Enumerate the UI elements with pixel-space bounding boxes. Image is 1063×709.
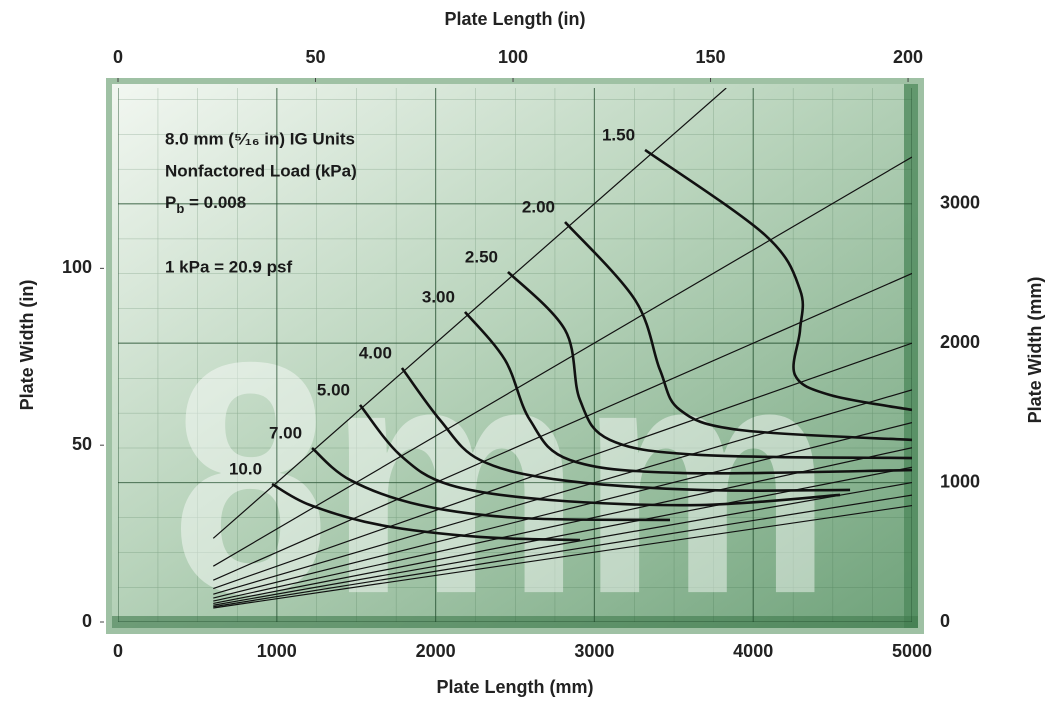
annotation: Nonfactored Load (kPa) bbox=[165, 161, 357, 180]
load-curve bbox=[271, 482, 580, 542]
x-tick-label: 0 bbox=[113, 641, 123, 661]
pb-symbol: P bbox=[165, 193, 176, 212]
x-axis-title: Plate Length (mm) bbox=[436, 677, 593, 697]
pb-subscript: b bbox=[176, 201, 184, 216]
x2-tick-label: 150 bbox=[696, 47, 726, 67]
series-label: 1.50 bbox=[602, 125, 635, 144]
x2-tick-label: 50 bbox=[305, 47, 325, 67]
load-curve bbox=[463, 311, 912, 475]
x2-tick-label: 100 bbox=[498, 47, 528, 67]
x2-tick-label: 0 bbox=[113, 47, 123, 67]
load-curve bbox=[311, 447, 671, 522]
aspect-line bbox=[213, 481, 912, 606]
x-tick-label: 1000 bbox=[257, 641, 297, 661]
load-curve bbox=[358, 404, 841, 507]
annotation: 1 kPa = 20.9 psf bbox=[165, 257, 292, 276]
series-label: 4.00 bbox=[359, 343, 392, 362]
annotation: 8.0 mm (⁵⁄₁₆ in) IG Units bbox=[165, 129, 355, 148]
x2-axis-title: Plate Length (in) bbox=[445, 9, 586, 29]
y2-axis-title: Plate Width (mm) bbox=[1025, 277, 1045, 424]
aspect-line bbox=[212, 88, 727, 539]
aspect-line bbox=[213, 272, 912, 581]
y-axis-title: Plate Width (in) bbox=[17, 280, 37, 411]
series-label: 7.00 bbox=[269, 423, 302, 442]
y2-tick-label: 1000 bbox=[940, 471, 980, 491]
series-label: 5.00 bbox=[317, 380, 350, 399]
aspect-line bbox=[213, 389, 912, 595]
load-curve bbox=[564, 221, 912, 442]
annotation: Pb = 0.008 bbox=[165, 193, 246, 216]
y-tick-label: 0 bbox=[82, 611, 92, 631]
pb-text: = 0.008 bbox=[184, 193, 246, 212]
series-label: 2.00 bbox=[522, 197, 555, 216]
aspect-line bbox=[212, 156, 912, 567]
y2-tick-label: 0 bbox=[940, 611, 950, 631]
aspect-line bbox=[213, 342, 912, 590]
plot-area bbox=[118, 88, 912, 622]
aspect-line bbox=[213, 504, 912, 609]
x-tick-label: 3000 bbox=[574, 641, 614, 661]
y2-tick-label: 3000 bbox=[940, 192, 980, 212]
load-curve bbox=[644, 148, 912, 412]
x-tick-label: 2000 bbox=[416, 641, 456, 661]
watermark: 8mm bbox=[172, 293, 832, 662]
aspect-line bbox=[213, 494, 912, 608]
y-tick-label: 50 bbox=[72, 434, 92, 454]
x-tick-label: 4000 bbox=[733, 641, 773, 661]
series-label: 10.0 bbox=[229, 459, 262, 478]
x-tick-label: 5000 bbox=[892, 641, 932, 661]
y-tick-label: 100 bbox=[62, 257, 92, 277]
y2-tick-label: 2000 bbox=[940, 332, 980, 352]
series-label: 3.00 bbox=[422, 287, 455, 306]
load-curve bbox=[507, 270, 912, 460]
minor-grid bbox=[118, 88, 912, 622]
series-label: 2.50 bbox=[465, 247, 498, 266]
x2-tick-label: 200 bbox=[893, 47, 923, 67]
aspect-line bbox=[213, 422, 912, 599]
load-curve bbox=[400, 367, 851, 493]
